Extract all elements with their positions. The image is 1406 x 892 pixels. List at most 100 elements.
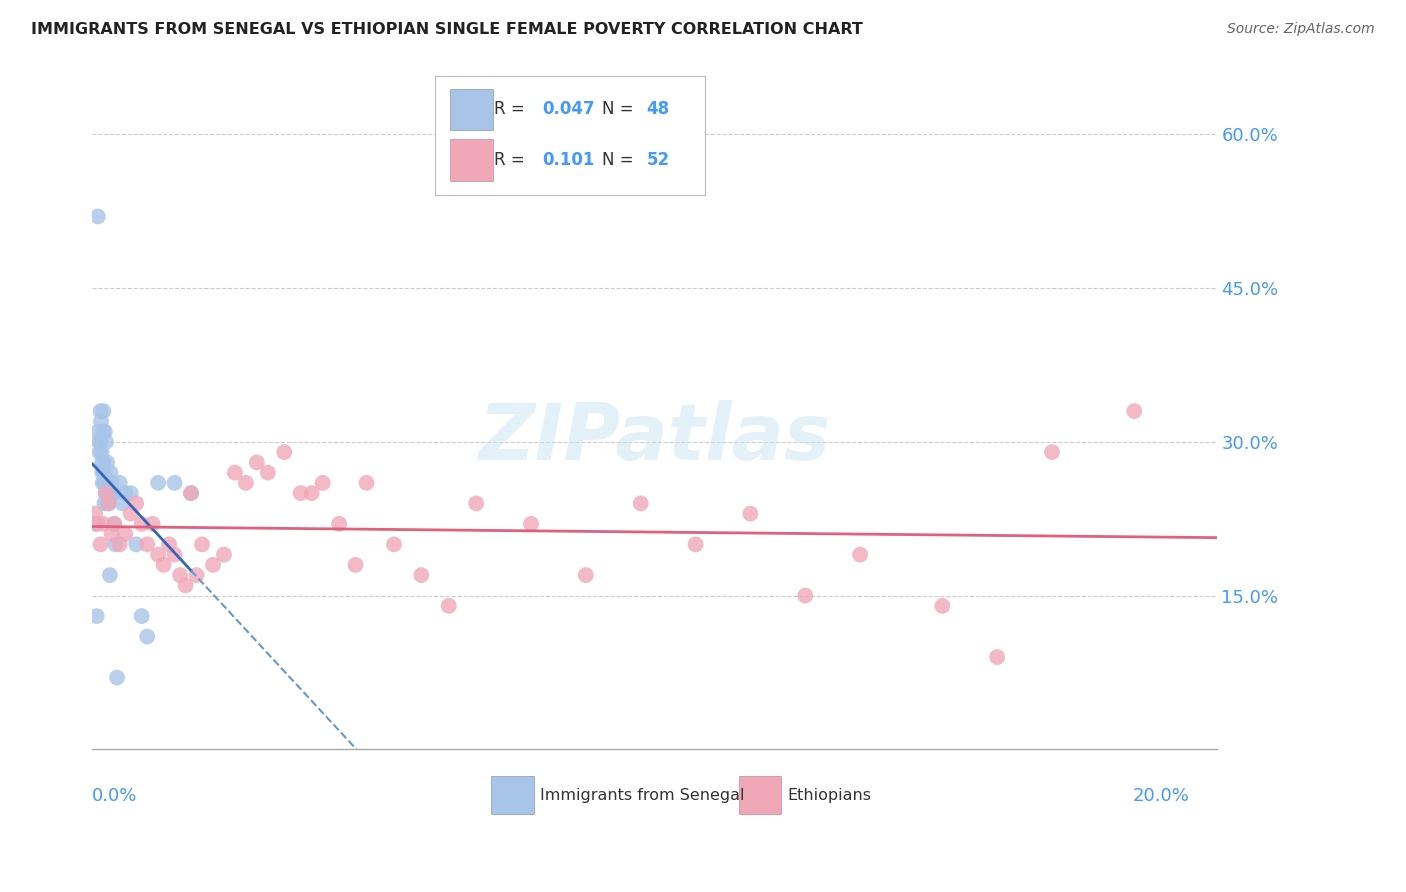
Point — [246, 455, 269, 469]
Text: R =: R = — [494, 151, 534, 169]
Point — [169, 568, 191, 582]
FancyBboxPatch shape — [436, 77, 704, 194]
Point — [101, 486, 124, 500]
Point — [89, 445, 111, 459]
Text: 48: 48 — [647, 100, 669, 118]
Point — [103, 516, 125, 531]
Point — [91, 475, 114, 490]
Point — [96, 475, 118, 490]
Point — [90, 445, 112, 459]
Point — [256, 466, 278, 480]
Point — [931, 599, 953, 613]
Point — [520, 516, 543, 531]
Point — [103, 516, 125, 531]
Point — [84, 516, 107, 531]
Point — [186, 568, 208, 582]
Text: Ethiopians: Ethiopians — [787, 788, 872, 803]
Point — [131, 609, 153, 624]
Point — [125, 496, 148, 510]
Point — [163, 548, 186, 562]
Point — [575, 568, 598, 582]
Point — [146, 548, 169, 562]
Point — [152, 558, 174, 572]
Point — [114, 527, 136, 541]
Point — [87, 210, 110, 224]
Point — [163, 475, 186, 490]
Point — [146, 475, 169, 490]
Point — [97, 496, 120, 510]
Point — [91, 404, 114, 418]
Point — [97, 496, 120, 510]
Text: Immigrants from Senegal: Immigrants from Senegal — [540, 788, 744, 803]
Point — [120, 486, 142, 500]
Point — [212, 548, 235, 562]
Point — [108, 537, 131, 551]
Point — [411, 568, 433, 582]
Point — [94, 425, 117, 439]
Point — [87, 434, 110, 449]
Point — [97, 486, 120, 500]
Point — [114, 486, 136, 500]
Text: 0.047: 0.047 — [541, 100, 595, 118]
Point — [93, 466, 115, 480]
Point — [131, 516, 153, 531]
FancyBboxPatch shape — [492, 776, 534, 814]
Point — [84, 507, 107, 521]
Point — [235, 475, 257, 490]
Point — [290, 486, 312, 500]
Point — [1123, 404, 1146, 418]
Point — [630, 496, 652, 510]
Point — [174, 578, 197, 592]
Point — [90, 404, 112, 418]
Point — [382, 537, 405, 551]
Point — [142, 516, 165, 531]
Point — [97, 496, 120, 510]
Point — [1040, 445, 1063, 459]
Point — [101, 486, 124, 500]
Point — [100, 466, 122, 480]
Point — [344, 558, 367, 572]
Point — [301, 486, 323, 500]
Point — [740, 507, 762, 521]
Point — [328, 516, 350, 531]
Point — [97, 486, 120, 500]
Point — [986, 650, 1008, 665]
Point — [104, 537, 127, 551]
Point — [136, 537, 159, 551]
Point — [437, 599, 460, 613]
Point — [685, 537, 707, 551]
Point — [87, 425, 110, 439]
Point — [93, 496, 115, 510]
Point — [94, 486, 117, 500]
Point — [201, 558, 224, 572]
Text: N =: N = — [602, 100, 638, 118]
Point — [91, 516, 114, 531]
Point — [311, 475, 333, 490]
Text: 52: 52 — [647, 151, 669, 169]
Point — [91, 466, 114, 480]
Point — [191, 537, 214, 551]
Point — [100, 475, 122, 490]
Point — [157, 537, 180, 551]
Point — [273, 445, 295, 459]
Point — [96, 455, 118, 469]
Text: N =: N = — [602, 151, 638, 169]
Point — [180, 486, 202, 500]
Point — [90, 434, 112, 449]
Point — [849, 548, 872, 562]
Point — [105, 671, 128, 685]
Text: 0.101: 0.101 — [541, 151, 595, 169]
Point — [125, 537, 148, 551]
Point — [180, 486, 202, 500]
Point — [108, 475, 131, 490]
Point — [90, 414, 112, 428]
Point — [224, 466, 246, 480]
Text: ZIPatlas: ZIPatlas — [478, 401, 831, 476]
Point — [465, 496, 488, 510]
FancyBboxPatch shape — [450, 139, 492, 181]
Point — [94, 486, 117, 500]
Text: Source: ZipAtlas.com: Source: ZipAtlas.com — [1227, 22, 1375, 37]
Point — [111, 496, 134, 510]
Point — [794, 589, 817, 603]
Point — [90, 537, 112, 551]
